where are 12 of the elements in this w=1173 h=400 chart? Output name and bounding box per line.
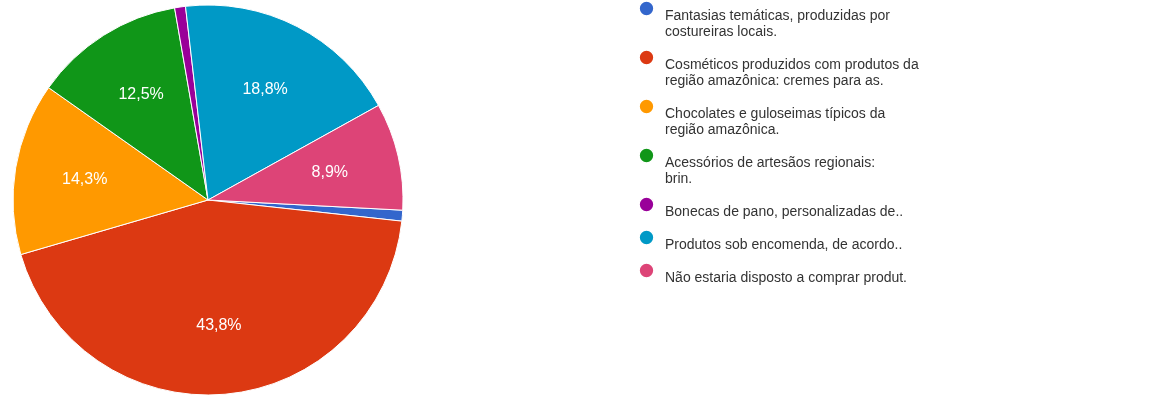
legend-label: Acessórios de artesãos regionais: brin.: [665, 153, 876, 186]
data-label: 18,8%: [242, 79, 288, 97]
legend-label: Produtos sob encomenda, de acordo..: [665, 235, 903, 252]
legend-label: Chocolates e guloseimas típicos da região amazônica.: [665, 104, 886, 137]
legend-label: Bonecas de pano, personalizadas de..: [665, 202, 904, 219]
legend-label: Não estaria disposto a comprar produt.: [665, 268, 908, 285]
legend-label: Cosméticos produzidos com produtos da região amazônica: cremes para as.: [665, 55, 919, 88]
data-label: 12,5%: [118, 85, 164, 103]
data-label: 8,9%: [311, 162, 349, 180]
legend-label: Fantasias temáticas, produzidas por costureiras locais.: [665, 6, 891, 39]
data-label: 14,3%: [62, 170, 108, 188]
data-label: 43,8%: [196, 315, 242, 333]
